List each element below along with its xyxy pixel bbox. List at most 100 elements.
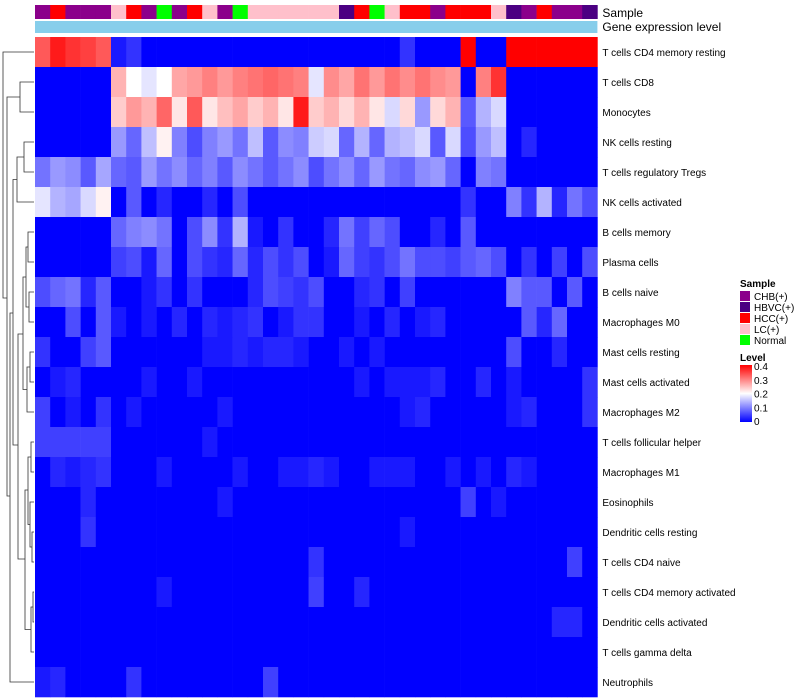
heatmap-cell xyxy=(111,37,127,68)
heatmap-cell xyxy=(111,187,127,218)
sample-annotation-cell xyxy=(202,5,218,19)
heatmap-cell xyxy=(95,397,112,428)
heatmap-cell xyxy=(141,667,157,698)
legend-sample-label: Normal xyxy=(754,336,786,347)
heatmap-cell xyxy=(506,577,522,608)
heatmap-cell xyxy=(35,217,51,248)
sample-annotation-cell xyxy=(384,5,401,19)
heatmap-cell xyxy=(460,367,477,398)
heatmap-cell xyxy=(460,307,477,338)
heatmap-cell xyxy=(95,547,112,578)
heatmap-cell xyxy=(445,277,461,308)
heatmap-cell xyxy=(65,97,81,128)
heatmap-cell xyxy=(567,607,583,638)
heatmap-cell xyxy=(491,307,507,338)
heatmap-cell xyxy=(263,517,279,548)
heatmap-cell xyxy=(35,457,51,488)
heatmap-cell xyxy=(202,97,218,128)
heatmap-cell xyxy=(582,157,598,188)
heatmap-cell xyxy=(217,37,233,68)
heatmap-cell xyxy=(460,397,477,428)
heatmap-cell xyxy=(95,247,112,278)
heatmap-cell xyxy=(293,397,309,428)
heatmap-cell xyxy=(415,427,431,458)
heatmap-cell xyxy=(171,607,188,638)
heatmap-cell xyxy=(460,157,477,188)
sample-annotation-cell xyxy=(567,5,583,19)
heatmap-cell xyxy=(521,157,537,188)
sample-annotation-cell xyxy=(80,5,97,19)
heatmap-cell xyxy=(415,277,431,308)
heatmap-cell xyxy=(582,577,598,608)
heatmap-cell xyxy=(308,217,325,248)
heatmap-cell xyxy=(323,487,340,518)
heatmap-cell xyxy=(399,547,416,578)
sample-annotation-cell xyxy=(293,5,309,19)
heatmap-cell xyxy=(536,277,553,308)
heatmap-cell xyxy=(460,277,477,308)
heatmap-cell xyxy=(460,37,477,68)
heatmap-cell xyxy=(369,97,385,128)
heatmap-cell xyxy=(217,577,233,608)
heatmap-cell xyxy=(293,487,309,518)
heatmap-cell xyxy=(399,487,416,518)
row-label: B cells memory xyxy=(602,228,670,239)
heatmap-cell xyxy=(50,247,66,278)
heatmap-cell xyxy=(384,337,401,368)
heatmap-cell xyxy=(202,607,218,638)
heatmap-cell xyxy=(415,247,431,278)
heatmap-cell xyxy=(369,487,385,518)
heatmap-cell xyxy=(339,547,355,578)
heatmap-cell xyxy=(582,37,598,68)
heatmap-cell xyxy=(263,637,279,668)
heatmap-cell xyxy=(126,247,142,278)
heatmap-cell xyxy=(339,607,355,638)
heatmap-cell xyxy=(339,127,355,158)
heatmap-cell xyxy=(232,337,249,368)
row-label: Macrophages M2 xyxy=(602,408,680,419)
heatmap-cell xyxy=(95,157,112,188)
heatmap-cell xyxy=(171,187,188,218)
heatmap-cell xyxy=(521,127,537,158)
dendrogram-branch xyxy=(22,276,27,390)
heatmap-cell xyxy=(65,487,81,518)
heatmap-cell xyxy=(156,637,173,668)
heatmap-cell xyxy=(308,637,325,668)
legend-sample-swatch xyxy=(740,302,750,312)
heatmap-cell xyxy=(506,307,522,338)
heatmap-cell xyxy=(521,547,537,578)
heatmap-cell xyxy=(415,187,431,218)
heatmap-cell xyxy=(369,247,385,278)
heatmap-cell xyxy=(202,67,218,98)
heatmap-cell xyxy=(217,607,233,638)
heatmap-cell xyxy=(323,67,340,98)
heatmap-cell xyxy=(217,427,233,458)
heatmap-cell xyxy=(384,307,401,338)
heatmap-cell xyxy=(187,67,203,98)
heatmap-cell xyxy=(65,307,81,338)
heatmap-cell xyxy=(460,637,477,668)
heatmap-cell xyxy=(95,97,112,128)
heatmap-cell xyxy=(521,667,537,698)
heatmap-cell xyxy=(126,127,142,158)
heatmap-cell xyxy=(171,457,188,488)
heatmap-cell xyxy=(475,667,492,698)
heatmap-cell xyxy=(141,277,157,308)
dendrogram-branch xyxy=(23,141,34,173)
heatmap-cell xyxy=(339,97,355,128)
heatmap-cell xyxy=(308,397,325,428)
heatmap-cell xyxy=(475,247,492,278)
row-label: B cells naive xyxy=(602,288,659,299)
heatmap-cell xyxy=(65,397,81,428)
heatmap-cell xyxy=(80,457,97,488)
heatmap-cell xyxy=(247,127,264,158)
heatmap-cell xyxy=(126,397,142,428)
heatmap-cell xyxy=(202,427,218,458)
heatmap-cell xyxy=(278,307,294,338)
heatmap-cell xyxy=(445,217,461,248)
heatmap-cell xyxy=(399,247,416,278)
row-label: Monocytes xyxy=(602,108,650,119)
heatmap-cell xyxy=(80,247,97,278)
heatmap-cell xyxy=(202,577,218,608)
heatmap-cell xyxy=(536,187,553,218)
